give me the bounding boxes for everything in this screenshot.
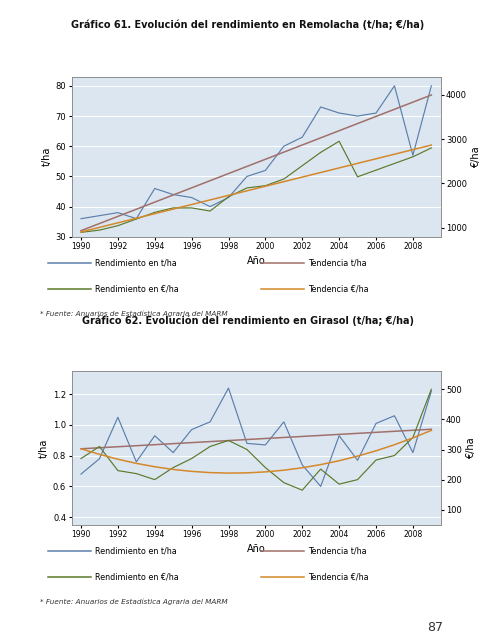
Text: Tendencia t/ha: Tendencia t/ha (308, 259, 366, 268)
Text: Tendencia €/ha: Tendencia €/ha (308, 572, 368, 581)
Text: Gráfico 61. Evolución del rendimiento en Remolacha (t/ha; €/ha): Gráfico 61. Evolución del rendimiento en… (71, 20, 424, 30)
Text: Rendimiento en t/ha: Rendimiento en t/ha (95, 259, 177, 268)
Text: 87: 87 (428, 621, 444, 634)
Text: Gráfico 62. Evolución del rendimiento en Girasol (t/ha; €/ha): Gráfico 62. Evolución del rendimiento en… (82, 316, 413, 326)
Y-axis label: €/ha: €/ha (471, 146, 482, 168)
Y-axis label: t/ha: t/ha (42, 147, 51, 166)
Text: Rendimiento en t/ha: Rendimiento en t/ha (95, 547, 177, 556)
Text: Rendimiento en €/ha: Rendimiento en €/ha (95, 284, 179, 293)
Y-axis label: €/ha: €/ha (466, 437, 476, 459)
Text: * Fuente: Anuarios de Estadística Agraria del MARM: * Fuente: Anuarios de Estadística Agrari… (40, 598, 227, 605)
X-axis label: Año: Año (247, 255, 265, 266)
Text: Rendimiento en €/ha: Rendimiento en €/ha (95, 572, 179, 581)
Text: * Fuente: Anuarios de Estadística Agraria del MARM: * Fuente: Anuarios de Estadística Agrari… (40, 310, 227, 317)
X-axis label: Año: Año (247, 543, 265, 554)
Text: Tendencia €/ha: Tendencia €/ha (308, 284, 368, 293)
Y-axis label: t/ha: t/ha (39, 438, 49, 458)
Text: Tendencia t/ha: Tendencia t/ha (308, 547, 366, 556)
